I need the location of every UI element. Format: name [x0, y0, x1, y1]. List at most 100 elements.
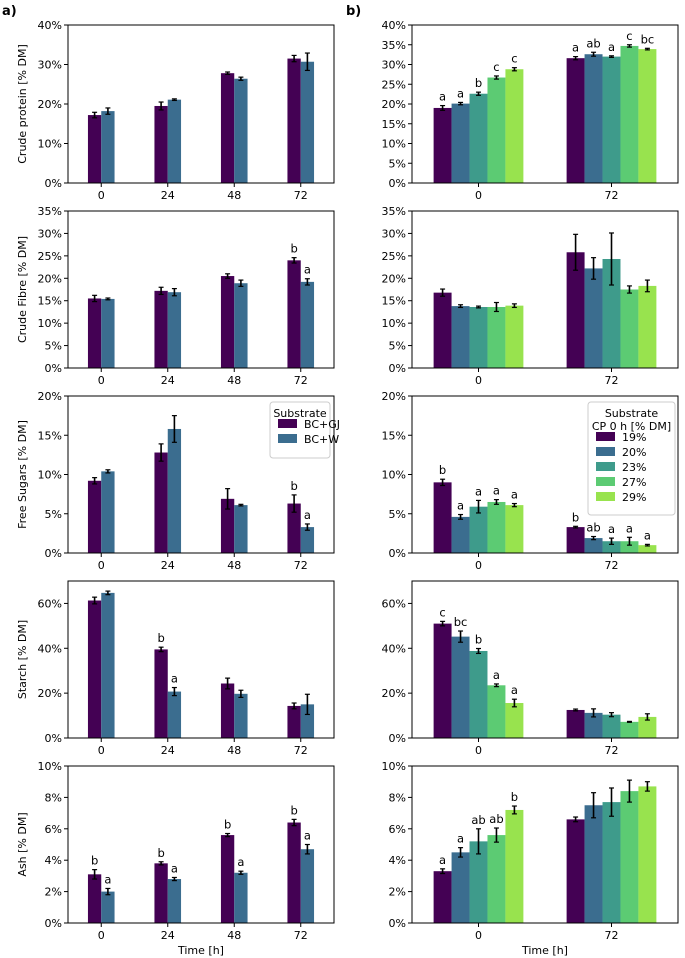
- y-tick-label: 10%: [382, 760, 406, 773]
- significance-label: a: [104, 872, 111, 886]
- bar: [469, 650, 488, 738]
- bar: [505, 505, 524, 553]
- x-tick-label: 72: [294, 744, 308, 757]
- bar: [220, 73, 235, 183]
- bar: [433, 871, 452, 923]
- plot-frame: [67, 765, 335, 924]
- y-tick-label: 6%: [45, 823, 62, 836]
- x-tick-label: 72: [294, 929, 308, 942]
- legend-title: Substrate: [273, 407, 327, 420]
- legend-entry: 27%: [622, 476, 646, 489]
- x-tick-label: 24: [161, 559, 175, 572]
- y-tick-label: 8%: [45, 791, 62, 804]
- y-tick-label: 0%: [45, 917, 62, 930]
- y-tick-label: 5%: [389, 508, 406, 521]
- bar: [638, 716, 657, 738]
- bar: [620, 45, 639, 184]
- plot-frame: [411, 580, 679, 739]
- y-tick-label: 20%: [382, 390, 406, 403]
- legend-swatch: [278, 419, 297, 428]
- legend-box: [269, 401, 331, 459]
- y-tick-label: 10%: [382, 469, 406, 482]
- bar: [220, 276, 235, 368]
- bar: [487, 835, 506, 923]
- significance-label: a: [439, 853, 446, 867]
- bar: [620, 289, 639, 368]
- legend-swatch: [596, 432, 615, 441]
- x-tick-label: 0: [98, 559, 105, 572]
- significance-label: a: [457, 832, 464, 846]
- y-tick-label: 15%: [382, 295, 406, 308]
- y-tick-label: 5%: [389, 340, 406, 353]
- y-tick-label: 30%: [382, 227, 406, 240]
- bar: [505, 69, 524, 183]
- y-tick-label: 2%: [389, 886, 406, 899]
- significance-label: a: [457, 499, 464, 513]
- legend-title: Substrate: [605, 407, 659, 420]
- bar: [487, 501, 506, 553]
- y-tick-label: 15%: [38, 429, 62, 442]
- bar: [433, 623, 452, 738]
- bar: [154, 649, 168, 738]
- significance-label: ab: [471, 813, 485, 827]
- significance-label: a: [493, 668, 500, 682]
- bar: [300, 61, 315, 183]
- bar: [584, 805, 603, 923]
- y-tick-label: 10%: [38, 760, 62, 773]
- significance-label: b: [475, 633, 482, 647]
- y-tick-label: 60%: [38, 597, 62, 610]
- x-axis-label: Time [h]: [521, 944, 568, 957]
- bar: [287, 503, 301, 553]
- bar: [469, 506, 488, 553]
- bar: [620, 791, 639, 923]
- bar: [220, 835, 235, 923]
- bar: [154, 863, 168, 923]
- y-tick-label: 40%: [38, 642, 62, 655]
- y-tick-label: 0%: [45, 177, 62, 190]
- bar: [220, 683, 235, 738]
- y-tick-label: 0%: [389, 177, 406, 190]
- significance-label: b: [572, 510, 579, 524]
- bar: [451, 103, 470, 183]
- significance-label: c: [439, 605, 445, 619]
- bar: [469, 841, 488, 923]
- y-tick-label: 25%: [382, 250, 406, 263]
- x-tick-label: 72: [605, 374, 619, 387]
- significance-label: c: [511, 52, 517, 66]
- x-tick-label: 48: [227, 189, 241, 202]
- y-tick-label: 0%: [389, 732, 406, 745]
- legend-box: [587, 401, 676, 516]
- bar: [87, 115, 102, 183]
- significance-label: a: [171, 861, 178, 875]
- y-tick-label: 20%: [382, 272, 406, 285]
- bar: [167, 691, 182, 738]
- significance-label: ab: [586, 521, 600, 535]
- bar: [167, 428, 182, 553]
- bar: [87, 480, 102, 553]
- bar: [154, 290, 168, 368]
- bar: [167, 292, 182, 368]
- y-tick-label: 25%: [382, 78, 406, 91]
- x-axis-label: Time [h]: [177, 944, 224, 957]
- y-tick-label: 35%: [382, 39, 406, 52]
- bar: [487, 77, 506, 183]
- significance-label: b: [439, 463, 446, 477]
- significance-label: b: [157, 631, 164, 645]
- bar: [300, 527, 315, 553]
- y-tick-label: 20%: [38, 687, 62, 700]
- significance-label: a: [457, 86, 464, 100]
- y-tick-label: 40%: [382, 19, 406, 32]
- significance-label: a: [439, 90, 446, 104]
- chart-a-4: b a 0% 20% 40% 60% 0 24 48 72 Starch [% DM]: [16, 580, 335, 757]
- bar: [602, 802, 621, 923]
- legend-swatch: [596, 477, 615, 486]
- significance-label: bc: [641, 32, 655, 46]
- bar: [584, 712, 603, 738]
- significance-label: a: [572, 41, 579, 55]
- legend-title: CP 0 h [% DM]: [592, 420, 671, 433]
- plot-frame: [411, 210, 679, 369]
- significance-label: a: [304, 829, 311, 843]
- y-tick-label: 15%: [382, 429, 406, 442]
